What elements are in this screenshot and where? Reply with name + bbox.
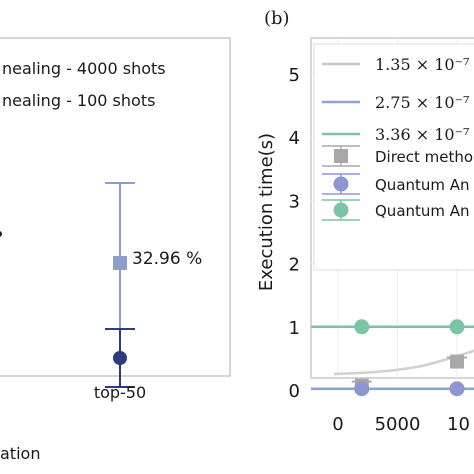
right-x-tick-labels: 0 5000 10: [332, 414, 470, 435]
data-label-32-96: 32.96 %: [132, 249, 202, 269]
legend-label-0: 1.35 × 10⁻⁷: [375, 55, 469, 74]
marker-circle-s2-1: [449, 319, 465, 335]
marker-circle-s2-0: [354, 319, 370, 335]
legend-marker-square-3: [334, 149, 348, 163]
marker-circle-100: [113, 351, 127, 365]
y-tick-label-5: 5: [289, 65, 300, 86]
right-y-axis-label: Execution time(s): [256, 133, 277, 291]
legend-marker-circle-4: [333, 176, 349, 192]
left-tick-label-top-50: top-50: [94, 383, 146, 402]
legend-label-5: Quantum An: [375, 202, 470, 220]
y-tick-label-4: 4: [289, 128, 300, 149]
marker-square-4000: [113, 256, 127, 270]
right-plot-frame: [310, 37, 474, 379]
left-legend-label-1: nealing - 4000 shots: [2, 59, 166, 78]
legend-marker-circle-5: [333, 202, 349, 218]
right-y-tick-labels: 0 1 2 3 4 5: [289, 65, 300, 402]
legend-label-4: Quantum An: [375, 176, 470, 194]
legend-label-2: 3.36 × 10⁻⁷: [375, 125, 469, 144]
fit-curve-1-35e-7: [333, 349, 474, 376]
legend-label-3: Direct metho: [375, 148, 473, 166]
left-x-axis-label: ation: [0, 444, 40, 463]
marker-square-direct-1: [450, 354, 464, 369]
right-legend: 1.35 × 10⁻⁷ 2.75 × 10⁻⁷ 3.36 × 10⁻⁷ Direct …: [313, 43, 474, 271]
left-legend-label-2: nealing - 100 shots: [2, 91, 155, 110]
marker-circle-s1-1: [449, 381, 465, 397]
left-plot-frame: [0, 37, 231, 377]
right-panel: (b) 0 1 2 3 4 5 0 5000 10 Execution time(s) 1.3…: [256, 8, 474, 435]
left-edge-marker: [0, 231, 2, 237]
y-tick-label-1: 1: [289, 318, 300, 339]
legend-label-1: 2.75 × 10⁻⁷: [375, 93, 469, 112]
y-tick-label-3: 3: [289, 191, 300, 212]
x-tick-label-1: 5000: [375, 414, 421, 435]
left-panel: nealing - 4000 shots nealing - 100 shots…: [0, 37, 231, 463]
right-data-marks: [311, 319, 474, 397]
y-tick-label-0: 0: [289, 381, 300, 402]
x-tick-label-2: 10: [447, 414, 470, 435]
marker-circle-s1-0: [354, 381, 370, 397]
left-data-marks: 32.96 %: [105, 182, 202, 388]
y-tick-label-2: 2: [289, 255, 300, 276]
x-tick-label-0: 0: [332, 414, 343, 435]
panel-label-b: (b): [264, 8, 290, 29]
